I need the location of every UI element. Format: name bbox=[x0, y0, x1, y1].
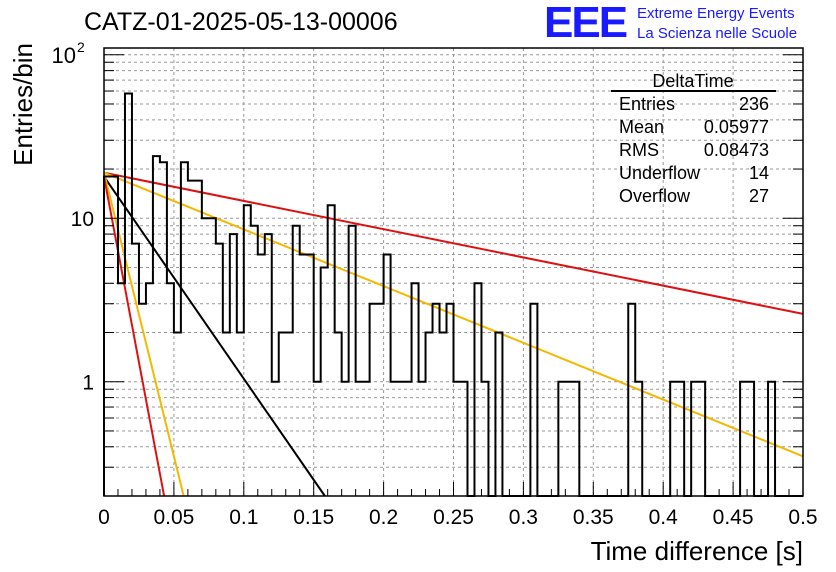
logo-line-2: La Scienza nelle Scuole bbox=[637, 25, 798, 42]
stats-value: 236 bbox=[739, 94, 769, 114]
x-tick-label: 0.45 bbox=[713, 506, 754, 529]
stats-value: 0.08473 bbox=[704, 140, 769, 160]
fit-line bbox=[103, 176, 166, 497]
y-tick-label-exponent: 2 bbox=[77, 39, 85, 55]
fit-line bbox=[103, 172, 185, 497]
y-tick-label: 10 bbox=[71, 208, 94, 231]
x-tick-label: 0.25 bbox=[433, 506, 474, 529]
y-tick-label: 1 bbox=[82, 372, 94, 395]
stats-value: 0.05977 bbox=[704, 117, 769, 137]
stats-value: 27 bbox=[749, 186, 769, 206]
x-tick-label: 0.1 bbox=[229, 506, 258, 529]
stats-label: Mean bbox=[619, 117, 664, 137]
stats-value: 14 bbox=[749, 163, 769, 183]
fit-line bbox=[103, 171, 804, 315]
y-tick-label: 10 bbox=[52, 43, 76, 68]
x-tick-label: 0.2 bbox=[369, 506, 398, 529]
stats-box: DeltaTime Entries 236 Mean 0.05977 RMS 0.0847… bbox=[611, 71, 776, 206]
stats-label: Overflow bbox=[619, 186, 691, 206]
logo-line-1: Extreme Energy Events bbox=[637, 5, 795, 22]
x-tick-label: 0.5 bbox=[788, 506, 817, 529]
x-tick-label: 0.4 bbox=[649, 506, 679, 529]
fit-line bbox=[103, 175, 326, 497]
y-axis-label: Entries/bin bbox=[8, 43, 38, 166]
stats-box-title: DeltaTime bbox=[652, 71, 733, 91]
x-tick-label: 0.15 bbox=[293, 506, 334, 529]
axis-ticks bbox=[103, 54, 804, 496]
grid-lines bbox=[103, 48, 804, 496]
stats-label: RMS bbox=[619, 140, 659, 160]
eee-logo: EEE bbox=[544, 0, 628, 47]
x-tick-label: 0.3 bbox=[509, 506, 538, 529]
chart-title: CATZ-01-2025-05-13-00006 bbox=[84, 8, 398, 36]
x-tick-label: 0.05 bbox=[153, 506, 194, 529]
x-tick-label: 0 bbox=[98, 506, 110, 529]
stats-label: Underflow bbox=[619, 163, 701, 183]
x-tick-labels: 0 0.05 0.1 0.15 0.2 0.25 0.3 0.35 0.4 0.45 0.5 bbox=[98, 506, 817, 529]
x-tick-label: 0.35 bbox=[573, 506, 614, 529]
x-axis-label: Time difference [s] bbox=[591, 536, 803, 566]
stats-label: Entries bbox=[619, 94, 675, 114]
